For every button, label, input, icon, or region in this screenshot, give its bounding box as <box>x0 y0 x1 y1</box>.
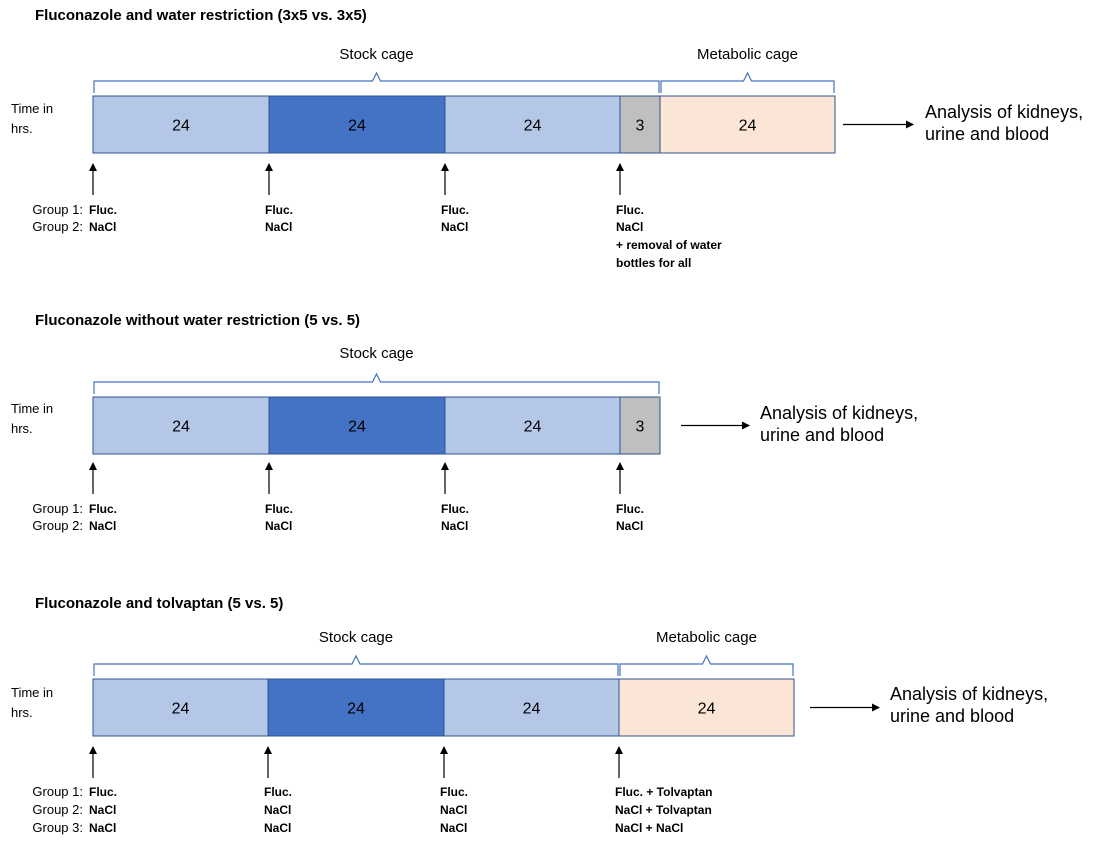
dose-label: bottles for all <box>616 256 691 270</box>
dose-label: Fluc. <box>441 203 469 217</box>
timeline-segment <box>268 396 446 455</box>
cage-label: Stock cage <box>339 46 413 63</box>
dose-label: NaCl <box>264 803 291 817</box>
analysis-label: urine and blood <box>760 425 884 445</box>
dose-label: Fluc. <box>616 502 644 516</box>
segment-duration-label: 24 <box>698 701 716 718</box>
panel-1: Fluconazole and water restriction (3x5 v… <box>11 7 1083 270</box>
panel-3: Fluconazole and tolvaptan (5 vs. 5) Time … <box>11 595 1048 835</box>
group-label: Group 3: <box>32 820 83 835</box>
cage-brace <box>93 71 660 93</box>
dose-label: NaCl <box>265 519 292 533</box>
segment-duration-label: 24 <box>524 419 542 436</box>
segment-duration-label: 24 <box>348 419 366 436</box>
segment-duration-label: 24 <box>347 701 365 718</box>
analysis-label: Analysis of kidneys, <box>925 102 1083 122</box>
time-label: hrs. <box>11 705 33 720</box>
group-label: Group 1: <box>32 202 83 217</box>
dose-label: NaCl + Tolvaptan <box>615 803 712 817</box>
timeline-segment <box>267 678 445 737</box>
cage-brace <box>619 654 794 676</box>
cage-label: Metabolic cage <box>656 629 757 646</box>
dose-label: Fluc. <box>265 502 293 516</box>
dose-label: NaCl <box>89 220 116 234</box>
dose-label: NaCl <box>441 519 468 533</box>
dose-label: Fluc. <box>264 785 292 799</box>
dose-label: Fluc. <box>440 785 468 799</box>
group-label: Group 1: <box>32 784 83 799</box>
group-label: Group 2: <box>32 219 83 234</box>
panel-title: Fluconazole without water restriction (5… <box>35 312 360 329</box>
timeline-segment <box>618 678 795 737</box>
time-label: Time in <box>11 101 53 116</box>
dose-label: Fluc. <box>89 203 117 217</box>
dose-label: NaCl + NaCl <box>615 821 683 835</box>
cage-label: Stock cage <box>319 629 393 646</box>
cage-brace <box>660 71 835 93</box>
timeline-segment <box>444 95 621 154</box>
analysis-label: Analysis of kidneys, <box>890 684 1048 704</box>
dose-label: NaCl <box>89 821 116 835</box>
panel-title: Fluconazole and tolvaptan (5 vs. 5) <box>35 595 283 612</box>
segment-duration-label: 24 <box>523 701 541 718</box>
panel-title: Fluconazole and water restriction (3x5 v… <box>35 7 367 24</box>
dose-label: Fluc. <box>616 203 644 217</box>
dose-label: NaCl <box>265 220 292 234</box>
cage-brace <box>93 654 619 676</box>
timeline-segment <box>268 95 446 154</box>
group-label: Group 1: <box>32 501 83 516</box>
dose-label: Fluc. <box>89 502 117 516</box>
dose-label: NaCl <box>264 821 291 835</box>
segment-duration-label: 3 <box>636 419 645 436</box>
time-label: hrs. <box>11 121 33 136</box>
timeline-segment <box>443 678 620 737</box>
segment-duration-label: 24 <box>524 118 542 135</box>
time-label: hrs. <box>11 421 33 436</box>
dose-label: Fluc. <box>441 502 469 516</box>
segment-duration-label: 24 <box>739 118 757 135</box>
analysis-label: Analysis of kidneys, <box>760 403 918 423</box>
group-label: Group 2: <box>32 518 83 533</box>
segment-duration-label: 24 <box>172 419 190 436</box>
dose-label: + removal of water <box>616 238 722 252</box>
group-label: Group 2: <box>32 802 83 817</box>
dose-label: NaCl <box>441 220 468 234</box>
timeline-segment <box>92 396 270 455</box>
timeline-segment <box>619 396 661 455</box>
dose-label: NaCl <box>89 519 116 533</box>
cage-brace <box>93 372 660 394</box>
segment-duration-label: 24 <box>172 118 190 135</box>
dose-label: Fluc. <box>265 203 293 217</box>
segment-duration-label: 24 <box>172 701 190 718</box>
dose-label: NaCl <box>440 803 467 817</box>
dose-label: NaCl <box>616 519 643 533</box>
dose-label: NaCl <box>440 821 467 835</box>
analysis-label: urine and blood <box>890 706 1014 726</box>
segment-duration-label: 24 <box>348 118 366 135</box>
timeline-segment <box>659 95 836 154</box>
cage-label: Stock cage <box>339 345 413 362</box>
dose-label: NaCl <box>616 220 643 234</box>
panel-2: Fluconazole without water restriction (5… <box>11 312 918 533</box>
time-label: Time in <box>11 685 53 700</box>
dose-label: Fluc. + Tolvaptan <box>615 785 712 799</box>
timeline-segment <box>92 95 270 154</box>
segment-duration-label: 3 <box>636 118 645 135</box>
dose-label: Fluc. <box>89 785 117 799</box>
analysis-label: urine and blood <box>925 124 1049 144</box>
timeline-segment <box>92 678 269 737</box>
dose-label: NaCl <box>89 803 116 817</box>
time-label: Time in <box>11 401 53 416</box>
cage-label: Metabolic cage <box>697 46 798 63</box>
